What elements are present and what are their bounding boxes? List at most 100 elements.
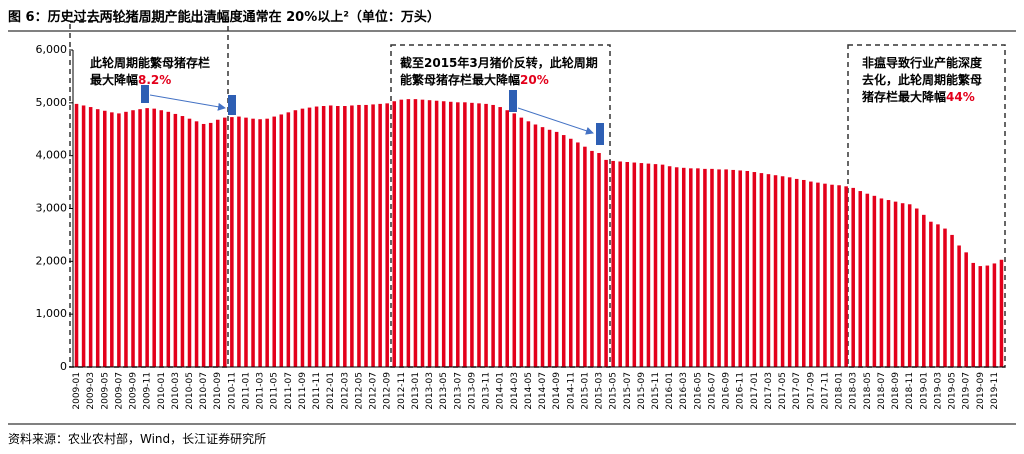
bar bbox=[505, 110, 509, 367]
x-tick-label: 2018-07 bbox=[877, 372, 887, 410]
bar bbox=[230, 117, 234, 368]
bar bbox=[752, 172, 757, 367]
bar bbox=[399, 99, 404, 367]
x-tick-label: 2019-05 bbox=[948, 372, 958, 410]
bar bbox=[434, 100, 439, 367]
bar bbox=[794, 178, 799, 367]
bar bbox=[914, 208, 919, 367]
bar bbox=[321, 106, 326, 368]
y-tick-label: 3,000 bbox=[36, 202, 68, 215]
bar bbox=[738, 170, 742, 367]
y-tick-label: 0 bbox=[60, 360, 67, 373]
x-tick-label: 2009-03 bbox=[86, 372, 96, 410]
bar bbox=[498, 107, 502, 367]
x-tick-label: 2012-03 bbox=[340, 372, 350, 410]
x-tick-label: 2017-11 bbox=[820, 372, 830, 410]
bar bbox=[208, 122, 213, 367]
bar bbox=[724, 169, 728, 367]
bar bbox=[929, 221, 933, 367]
x-tick-label: 2015-09 bbox=[637, 372, 647, 410]
annotation: 截至2015年3月猪价反转，此轮周期能繁母猪存栏最大降幅20% bbox=[400, 55, 605, 89]
x-tick-label: 2016-11 bbox=[736, 372, 746, 410]
x-tick-label: 2018-03 bbox=[849, 372, 859, 410]
x-tick-label: 2011-07 bbox=[284, 372, 294, 410]
bar bbox=[258, 119, 262, 367]
x-tick-label: 2018-09 bbox=[891, 372, 901, 410]
x-tick-label: 2014-09 bbox=[552, 372, 562, 410]
bar bbox=[187, 118, 192, 367]
bar bbox=[117, 113, 121, 368]
bar bbox=[74, 103, 79, 367]
annotation: 此轮周期能繁母猪存栏最大降幅8.2% bbox=[90, 55, 220, 89]
bar bbox=[583, 146, 587, 367]
bar bbox=[689, 168, 693, 367]
bar bbox=[992, 263, 997, 367]
bar bbox=[590, 150, 594, 367]
bar bbox=[978, 266, 983, 367]
x-tick-label: 2016-03 bbox=[679, 372, 689, 410]
bar bbox=[703, 168, 707, 367]
x-tick-label: 2015-01 bbox=[580, 372, 590, 410]
annotation-text: 截至2015年3月猪价反转，此轮周期能繁母猪存栏最大降幅 bbox=[400, 56, 598, 87]
bar bbox=[639, 163, 644, 367]
bar bbox=[477, 103, 481, 367]
bar bbox=[103, 110, 107, 367]
bar bbox=[145, 108, 149, 367]
bar bbox=[533, 124, 538, 368]
bar bbox=[279, 114, 284, 367]
bar bbox=[314, 106, 319, 367]
bar bbox=[420, 99, 425, 367]
bar bbox=[336, 106, 340, 368]
bar bbox=[865, 193, 870, 367]
bar bbox=[745, 170, 750, 367]
bar bbox=[653, 164, 658, 367]
x-tick-label: 2010-01 bbox=[157, 372, 167, 410]
y-tick-label: 2,000 bbox=[36, 254, 68, 267]
x-tick-label: 2014-03 bbox=[510, 372, 520, 410]
bar bbox=[696, 168, 700, 367]
x-tick-label: 2015-11 bbox=[651, 372, 661, 410]
x-tick-label: 2013-07 bbox=[453, 372, 463, 410]
bar bbox=[251, 118, 255, 367]
x-tick-label: 2019-07 bbox=[962, 372, 972, 410]
bar bbox=[371, 104, 375, 367]
bar bbox=[300, 108, 305, 368]
bar bbox=[265, 118, 269, 367]
bar bbox=[922, 214, 926, 367]
bar bbox=[286, 112, 291, 368]
bar bbox=[512, 113, 517, 368]
bar bbox=[378, 103, 382, 367]
bar bbox=[357, 104, 361, 368]
x-tick-label: 2018-11 bbox=[905, 372, 915, 410]
x-tick-label: 2019-03 bbox=[933, 372, 943, 410]
x-tick-label: 2009-11 bbox=[143, 372, 153, 410]
bar bbox=[936, 224, 940, 367]
bar bbox=[406, 99, 411, 367]
annotation-highlight: 44% bbox=[946, 90, 975, 104]
bar bbox=[180, 116, 185, 368]
bar bbox=[816, 182, 820, 367]
x-tick-label: 2012-01 bbox=[326, 372, 336, 410]
bar bbox=[766, 174, 771, 367]
bar bbox=[717, 169, 721, 367]
x-tick-label: 2015-03 bbox=[595, 372, 605, 410]
bar bbox=[547, 129, 552, 367]
x-tick-label: 2009-09 bbox=[129, 372, 139, 410]
bar bbox=[441, 101, 446, 367]
bar bbox=[625, 162, 630, 367]
annotation-highlight: 8.2% bbox=[138, 73, 172, 87]
bar bbox=[837, 185, 841, 367]
bar bbox=[900, 203, 905, 367]
x-tick-label: 2012-07 bbox=[369, 372, 379, 410]
bar bbox=[328, 105, 333, 367]
y-tick-label: 4,000 bbox=[36, 149, 68, 162]
x-tick-label: 2016-07 bbox=[707, 372, 717, 410]
bar bbox=[307, 107, 312, 368]
bar bbox=[166, 111, 171, 367]
bar bbox=[159, 110, 164, 367]
bar bbox=[893, 201, 898, 367]
x-tick-label: 2019-09 bbox=[976, 372, 986, 410]
bar bbox=[138, 109, 142, 367]
y-tick-label: 5,000 bbox=[36, 96, 68, 109]
